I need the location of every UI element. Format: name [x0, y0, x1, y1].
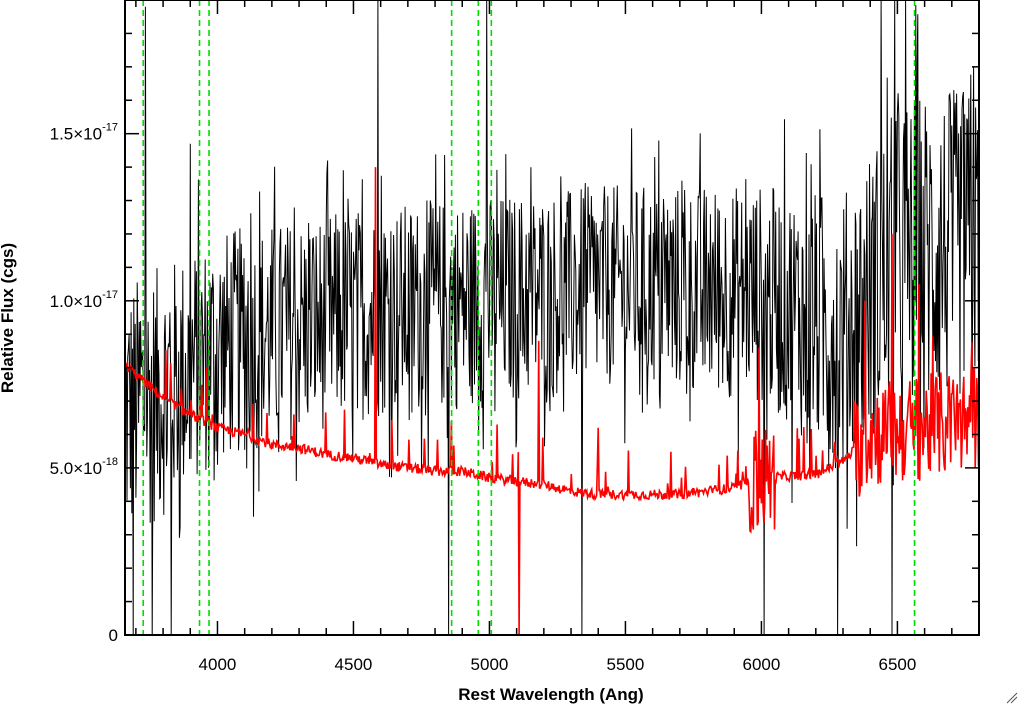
x-tick-label: 6500 — [878, 655, 916, 674]
y-tick-label: 1.5×10-17 — [50, 122, 118, 144]
x-tick-label: 5500 — [607, 655, 645, 674]
x-axis-title: Rest Wavelength (Ang) — [458, 685, 643, 704]
y-tick-label: 1.0×10-17 — [50, 289, 118, 311]
model-continuum-line — [125, 167, 980, 636]
plot-area — [125, 0, 980, 636]
resize-grip-icon[interactable] — [1006, 692, 1018, 704]
observed-flux-line — [125, 0, 980, 636]
x-tick-label: 4000 — [199, 655, 237, 674]
y-axis-title: Relative Flux (cgs) — [0, 243, 17, 393]
y-tick-label: 0 — [109, 626, 118, 645]
x-tick-label: 5000 — [471, 655, 509, 674]
plot-frame — [124, 0, 980, 636]
y-tick-label: 5.0×10-18 — [50, 456, 118, 478]
x-tick-label: 6000 — [743, 655, 781, 674]
x-tick-label: 4500 — [335, 655, 373, 674]
